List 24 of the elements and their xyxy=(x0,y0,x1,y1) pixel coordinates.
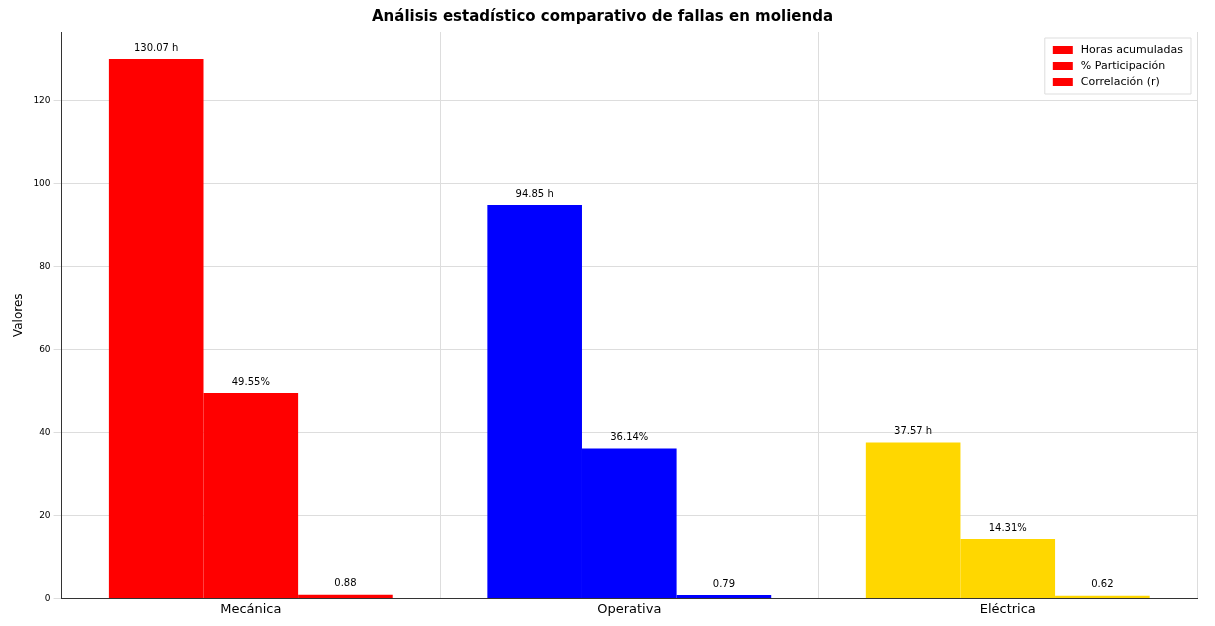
y-tick-label: 40 xyxy=(39,426,51,437)
x-tick-label: Eléctrica xyxy=(979,600,1036,616)
y-tick-label: 80 xyxy=(39,261,51,272)
chart-title: Análisis estadístico comparativo de fallas en molienda xyxy=(371,6,834,25)
y-tick-label: 60 xyxy=(39,343,51,354)
data-label: 49.55% xyxy=(231,375,270,387)
y-axis-title: Valores xyxy=(11,293,26,338)
data-label: 36.14% xyxy=(610,431,649,443)
x-tick-label: Mecánica xyxy=(220,600,282,616)
legend-label: % Participación xyxy=(1080,58,1166,72)
data-label: 130.07 h xyxy=(133,41,179,53)
y-tick-label: 0 xyxy=(44,592,51,603)
data-label: 0.88 xyxy=(334,577,357,589)
y-tick-label: 120 xyxy=(33,95,51,106)
data-label: 0.62 xyxy=(1091,578,1114,590)
x-tick-label: Operativa xyxy=(597,600,662,616)
legend-label: Horas acumuladas xyxy=(1080,42,1184,56)
data-label: 94.85 h xyxy=(515,187,554,199)
data-label: 37.57 h xyxy=(894,425,933,437)
y-tick-label: 100 xyxy=(33,178,51,189)
data-label: 0.79 xyxy=(712,577,736,589)
legend-label: Correlación (r) xyxy=(1080,74,1160,88)
y-tick-label: 20 xyxy=(39,509,51,520)
data-label: 14.31% xyxy=(988,521,1027,533)
